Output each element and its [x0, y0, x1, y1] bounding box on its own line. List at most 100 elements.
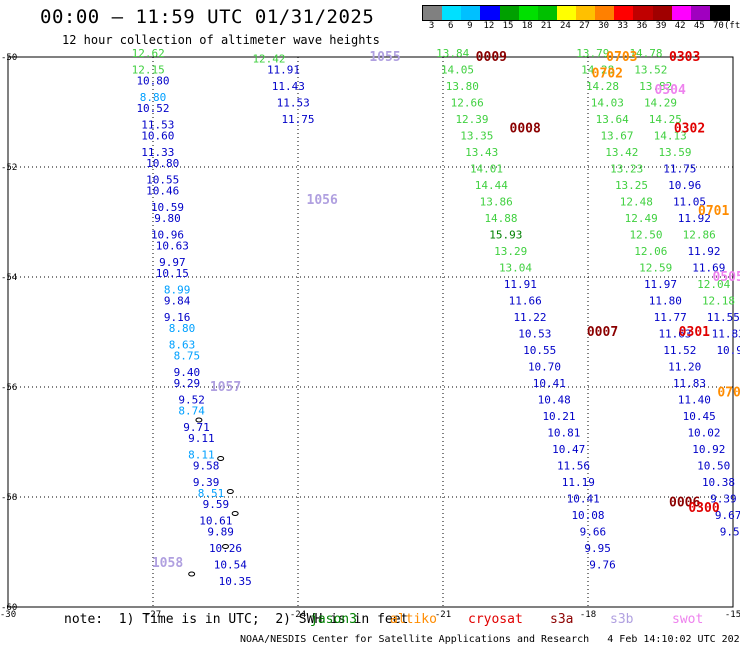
- wave-height-label: 12.86: [683, 229, 716, 242]
- grid-lines: [7, 56, 734, 608]
- x-tick-label: -18: [580, 610, 596, 620]
- wave-height-label: 11.83: [673, 377, 706, 390]
- wave-height-label: 9.80: [154, 212, 181, 225]
- axis-ticks: -30 -27 -24 -21 -18 -15 -50 -52 -54 -56 -58 -60: [0, 53, 740, 620]
- wave-height-label: 8.99: [164, 284, 191, 297]
- wave-height-label: 14.01: [470, 163, 503, 176]
- wave-height-label: 11.75: [281, 113, 314, 126]
- wave-height-label: 9.40: [174, 366, 201, 379]
- wave-height-label: 10.50: [697, 460, 730, 473]
- wave-height-label: 10.48: [538, 394, 571, 407]
- wave-height-label: 10.47: [552, 443, 585, 456]
- wave-height-label: 10.41: [567, 493, 600, 506]
- wave-height-label: 9.58: [193, 460, 220, 473]
- pass-time-label: 1056: [307, 193, 338, 208]
- wave-height-label: 11.56: [557, 460, 590, 473]
- pass-time-label: 0301: [679, 325, 710, 340]
- wave-height-label: 11.05: [673, 196, 706, 209]
- pass-time-label: 1055: [369, 50, 400, 65]
- wave-height-label: 12.04: [697, 278, 730, 291]
- wave-height-label: 13.64: [596, 113, 629, 126]
- color-scale-label: 15: [502, 21, 514, 31]
- legend-entry-jason3: jason3: [310, 612, 357, 627]
- color-swatch: [576, 6, 596, 20]
- wave-height-label: 9.66: [580, 526, 607, 539]
- pass-time-label: 1058: [152, 556, 183, 571]
- wave-height-label: 14.03: [591, 97, 624, 110]
- color-swatch: [518, 6, 538, 20]
- data-labels: 10.3510.5410.269.8910.619.598.519.399.58…: [132, 47, 740, 588]
- wave-height-label: 11.91: [504, 278, 537, 291]
- wave-height-label: 10.41: [533, 377, 566, 390]
- wave-height-label: 9.89: [207, 526, 234, 539]
- wave-height-label: 8.75: [174, 350, 201, 363]
- wave-height-label: 8.11: [188, 449, 215, 462]
- color-scale-label: 12: [483, 21, 495, 31]
- wave-height-label: 13.42: [605, 146, 638, 159]
- wave-height-label: 10.60: [141, 130, 174, 143]
- wave-height-label: 9.76: [589, 559, 616, 572]
- pass-time-label: 1057: [210, 380, 241, 395]
- pass-time-label: 0702: [592, 67, 623, 82]
- color-scale-label: 21: [540, 21, 552, 31]
- wave-height-label: 11.53: [277, 97, 310, 110]
- wave-height-label: 14.05: [441, 64, 474, 77]
- color-swatch: [499, 6, 519, 20]
- wave-height-label: 12.62: [132, 47, 165, 60]
- wave-height-label: 15.93: [489, 229, 522, 242]
- wave-height-label: 10.81: [547, 427, 580, 440]
- wave-height-label: 9.84: [164, 295, 191, 308]
- wave-height-label: 8.80: [140, 91, 167, 104]
- x-tick-label: -24: [290, 610, 306, 620]
- color-scale-label: 36: [636, 21, 648, 31]
- wave-height-label: 10.52: [136, 102, 169, 115]
- wave-height-label: 13.86: [480, 196, 513, 209]
- wave-height-label: 13.67: [600, 130, 633, 143]
- wave-height-label: 11.80: [649, 295, 682, 308]
- wave-height-label: 12.48: [620, 196, 653, 209]
- legend-entry-swot: swot: [672, 612, 704, 627]
- wave-height-label: 10.53: [518, 328, 551, 341]
- wave-height-label: 10.80: [146, 157, 179, 170]
- time-annotations: 1055 1056 1057 1058 0009 0008 0007 0006 0303 0302…: [152, 50, 740, 571]
- chart-title: 00:00 — 11:59 UTC 01/31/2025: [40, 6, 375, 28]
- wave-height-label: 10.08: [571, 509, 604, 522]
- pass-time-label: 0300: [688, 501, 719, 516]
- wave-height-label: 12.18: [702, 295, 735, 308]
- color-scale-label: 30: [598, 21, 610, 31]
- legend-entry-s3a: s3a: [550, 612, 574, 627]
- wave-height-label: 13.04: [499, 262, 532, 275]
- island-shape: [226, 489, 234, 494]
- wave-height-label: 13.25: [615, 179, 648, 192]
- wave-height-label: 10.15: [156, 267, 189, 280]
- color-swatch: [690, 6, 710, 20]
- wave-height-label: 10.45: [683, 410, 716, 423]
- wave-height-label: 11.33: [141, 146, 174, 159]
- wave-height-label: 10.35: [219, 575, 252, 588]
- wave-height-label: 11.63: [658, 328, 691, 341]
- color-scale-label: 39: [655, 21, 667, 31]
- wave-height-label: 14.28: [581, 64, 614, 77]
- wave-height-label: 11.40: [678, 394, 711, 407]
- wave-height-label: 8.51: [198, 487, 225, 500]
- wave-height-label: 9.71: [183, 421, 210, 434]
- x-tick-label: -21: [435, 610, 451, 620]
- x-tick-label: -27: [145, 610, 161, 620]
- wave-height-label: 13.23: [610, 163, 643, 176]
- island-shape: [231, 511, 239, 516]
- wave-height-label: 11.55: [707, 311, 740, 324]
- wave-height-label: 10.98: [716, 344, 740, 357]
- wave-height-label: 14.88: [484, 212, 517, 225]
- y-tick-label: -50: [1, 53, 17, 63]
- wave-height-label: 11.53: [141, 119, 174, 132]
- wave-height-label: 12.06: [634, 245, 667, 258]
- color-scale-label: 42: [674, 21, 686, 31]
- pass-time-label: 0006: [669, 496, 700, 511]
- wave-height-label: 14.78: [629, 47, 662, 60]
- pass-time-label: 0505: [713, 270, 740, 285]
- wave-height-label: 11.92: [687, 245, 720, 258]
- color-scale-label: 6: [447, 21, 454, 31]
- color-swatch: [423, 6, 443, 20]
- wave-height-label: 10.70: [528, 361, 561, 374]
